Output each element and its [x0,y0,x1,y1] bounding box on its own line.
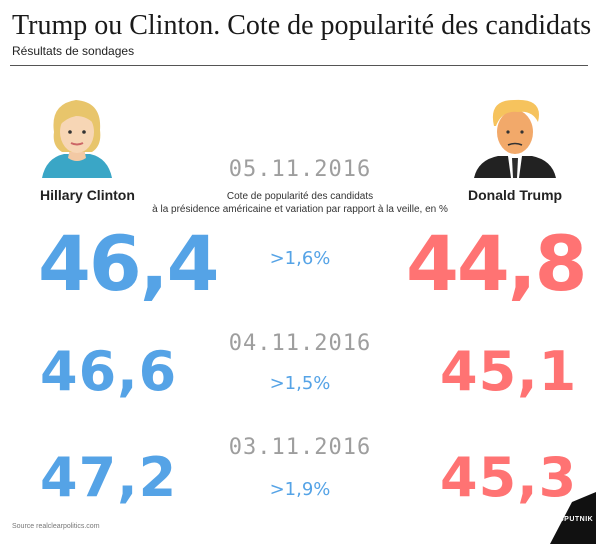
caption-line-2: à la présidence américaine et variation … [152,204,448,215]
clinton-value-row-3: 47,2 [40,446,178,509]
caption-line-1: Cote de popularité des candidats [226,191,374,202]
change-row-1: >1,6% [269,248,331,269]
clinton-name: Hillary Clinton [40,187,135,203]
trump-portrait [474,96,556,178]
trump-value-row-3: 45,3 [440,446,578,509]
trump-value-row-1: 44,8 [406,219,588,308]
trump-value-row-2: 45,1 [440,340,578,403]
header-divider [10,65,588,66]
clinton-value-row-2: 46,6 [40,340,178,403]
sputnik-logo: SPUTNIK [542,492,596,544]
trump-name: Donald Trump [468,187,563,203]
date-row-3: 03.11.2016 [228,435,372,460]
page-subtitle: Résultats de sondages [12,44,135,58]
date-row-1: 05.11.2016 [228,157,372,182]
clinton-value-row-1: 46,4 [38,219,220,308]
source-note: Source realclearpolitics.com [12,523,100,530]
logo-text: SPUTNIK [559,516,594,523]
date-row-2: 04.11.2016 [228,331,372,356]
change-row-3: >1,9% [269,479,331,500]
change-row-2: >1,5% [269,373,331,394]
chart-caption: Cote de popularité des candidats à la pr… [150,190,450,216]
clinton-portrait [40,96,114,178]
page-title: Trump ou Clinton. Cote de popularité des… [12,10,592,41]
